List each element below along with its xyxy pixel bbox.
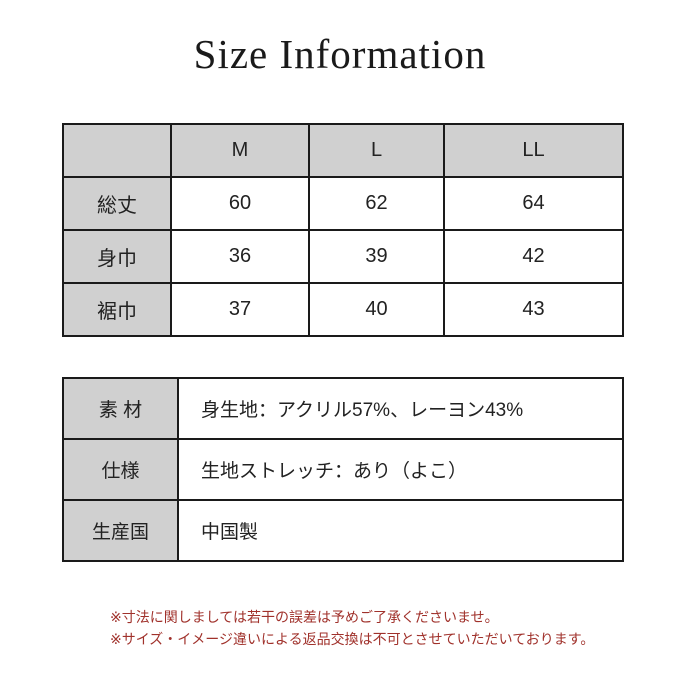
cell-total-length-ll: 64 xyxy=(443,176,624,231)
detail-table: 素 材 身生地：アクリル57%、レーヨン43% 仕様 生地ストレッチ：あり（よこ… xyxy=(62,377,624,562)
notes: ※寸法に関しましては若干の誤差は予めご了承くださいませ。 ※サイズ・イメージ違い… xyxy=(110,606,650,650)
column-header-l: L xyxy=(308,123,445,178)
row-label-material: 素 材 xyxy=(62,377,179,440)
table-row-mihaba: 身巾 36 39 42 xyxy=(62,229,624,284)
row-label-body-width: 身巾 xyxy=(62,229,172,284)
cell-body-width-m: 36 xyxy=(170,229,310,284)
cell-hem-width-ll: 43 xyxy=(443,282,624,337)
column-header-ll: LL xyxy=(443,123,624,178)
cell-body-width-ll: 42 xyxy=(443,229,624,284)
size-table-header-row: M L LL xyxy=(62,123,624,178)
table-row-spec: 仕様 生地ストレッチ：あり（よこ） xyxy=(62,438,624,501)
cell-material-value: 身生地：アクリル57%、レーヨン43% xyxy=(177,377,624,440)
table-row-souke: 総丈 60 62 64 xyxy=(62,176,624,231)
size-table: M L LL 総丈 60 62 64 身巾 36 39 42 裾巾 37 40 … xyxy=(62,123,624,337)
cell-total-length-m: 60 xyxy=(170,176,310,231)
cell-hem-width-l: 40 xyxy=(308,282,445,337)
table-row-material: 素 材 身生地：アクリル57%、レーヨン43% xyxy=(62,377,624,440)
note-line-returns: ※サイズ・イメージ違いによる返品交換は不可とさせていただいております。 xyxy=(110,631,595,647)
cell-spec-value: 生地ストレッチ：あり（よこ） xyxy=(177,438,624,501)
table-row-susohaba: 裾巾 37 40 43 xyxy=(62,282,624,337)
cell-body-width-l: 39 xyxy=(308,229,445,284)
page-title: Size Information xyxy=(193,31,487,77)
row-label-total-length: 総丈 xyxy=(62,176,172,231)
corner-cell xyxy=(62,123,172,178)
row-label-hem-width: 裾巾 xyxy=(62,282,172,337)
row-label-country: 生産国 xyxy=(62,499,179,562)
column-header-m: M xyxy=(170,123,310,178)
note-line-dimensions: ※寸法に関しましては若干の誤差は予めご了承くださいませ。 xyxy=(110,609,499,625)
table-row-country: 生産国 中国製 xyxy=(62,499,624,562)
cell-country-value: 中国製 xyxy=(177,499,624,562)
cell-total-length-l: 62 xyxy=(308,176,445,231)
row-label-spec: 仕様 xyxy=(62,438,179,501)
cell-hem-width-m: 37 xyxy=(170,282,310,337)
